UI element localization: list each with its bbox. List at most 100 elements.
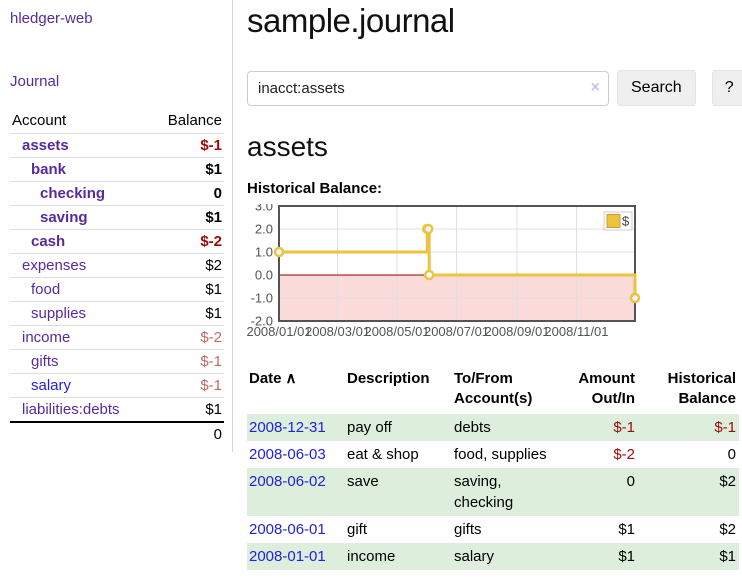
chart-canvas[interactable]: $3.0 2.0 1.0 0.0 -1.0 -2.02008/01/012008/03/0…: [247, 204, 647, 344]
account-cell: salary: [10, 373, 150, 398]
account-link[interactable]: cash: [31, 233, 66, 250]
account-balance: 0: [149, 181, 224, 206]
account-cell: supplies: [10, 301, 150, 326]
transaction-amount: $-2: [613, 445, 635, 463]
search-button[interactable]: Search: [617, 70, 696, 106]
account-balance: $-1: [149, 133, 224, 158]
chart-data-point: [273, 246, 285, 258]
transaction-date-link[interactable]: 2008-06-02: [249, 472, 326, 490]
search-input[interactable]: [247, 70, 609, 106]
sidebar: hledger-web Journal Account Balance asse…: [0, 0, 233, 452]
accounts-header-row: Account Balance: [10, 109, 224, 134]
account-row: supplies $1: [10, 301, 224, 326]
accounts-header-balance: Balance: [167, 112, 222, 129]
transaction-balance: $2: [719, 520, 736, 538]
account-row: saving $1: [10, 205, 224, 230]
account-link[interactable]: expenses: [22, 257, 87, 274]
chart-x-tick-label: 2008/01/01: [247, 324, 312, 339]
transaction-row: 2008-01-01 income salary $1 $1: [247, 542, 739, 570]
account-balance: $1: [149, 397, 224, 422]
register-table: Date ∧ Description To/From Account(s) Amo…: [247, 367, 739, 570]
transaction-amount: $1: [618, 520, 635, 538]
transaction-balance: $1: [719, 547, 736, 565]
register-header-date[interactable]: Date ∧: [249, 370, 297, 387]
transaction-amount: $-1: [613, 418, 635, 436]
register-header-row: Date ∧ Description To/From Account(s) Amo…: [247, 367, 739, 414]
transaction-accounts: food, supplies: [454, 445, 547, 463]
transaction-description: income: [347, 547, 396, 565]
register-header-accounts: To/From Account(s): [454, 370, 533, 408]
chart-y-tick-label: 2.0: [255, 222, 273, 237]
account-row: cash $-2: [10, 229, 224, 254]
account-row: income $-2: [10, 325, 224, 350]
account-cell: income: [10, 325, 150, 350]
account-balance: $-1: [149, 349, 224, 374]
chart-data-point: [422, 223, 434, 235]
account-link[interactable]: liabilities:debts: [22, 401, 120, 418]
chart-border: [278, 205, 636, 322]
transaction-amount: 0: [626, 472, 635, 490]
accounts-table: Account Balance assets $-1 bank $1 checking 0…: [10, 109, 224, 446]
account-row: food $1: [10, 277, 224, 302]
transaction-date-link[interactable]: 2008-06-03: [249, 445, 326, 463]
chart-data-point: [629, 292, 641, 304]
transaction-accounts: salary: [454, 547, 495, 565]
account-link[interactable]: income: [22, 329, 71, 346]
transaction-date-link[interactable]: 2008-06-01: [249, 520, 326, 538]
account-link[interactable]: checking: [40, 185, 106, 202]
chart-label: Historical Balance:: [247, 180, 383, 197]
account-cell: cash: [10, 229, 150, 254]
account-row: checking 0: [10, 181, 224, 206]
account-balance: $-2: [149, 325, 224, 350]
account-balance: $-1: [149, 373, 224, 398]
main-content: sample.journal × Search ? assets Histori…: [233, 0, 742, 570]
account-cell: saving: [10, 205, 150, 230]
transaction-date-link[interactable]: 2008-12-31: [249, 418, 326, 436]
account-cell: expenses: [10, 253, 150, 278]
account-cell: bank: [10, 157, 150, 182]
transaction-accounts: gifts: [454, 520, 482, 538]
brand-link[interactable]: hledger-web: [10, 10, 93, 27]
account-link[interactable]: bank: [31, 161, 67, 178]
account-link[interactable]: assets: [22, 137, 69, 154]
transaction-date-cell: 2008-01-01: [247, 543, 345, 570]
transaction-description: eat & shop: [347, 445, 419, 463]
account-cell: checking: [10, 181, 150, 206]
chart-x-tick-label: 2008/03/01: [305, 324, 370, 339]
transaction-date-cell: 2008-06-02: [247, 468, 345, 516]
account-cell: assets: [10, 133, 150, 158]
transaction-date-link[interactable]: 2008-01-01: [249, 547, 326, 565]
page: hledger-web Journal Account Balance asse…: [0, 0, 742, 570]
account-row: assets $-1: [10, 133, 224, 158]
historical-balance-chart[interactable]: $3.0 2.0 1.0 0.0 -1.0 -2.0 2008/01/01 2008/03/0…: [247, 204, 737, 344]
chart-y-tick-label: 3.0: [255, 204, 273, 214]
transaction-row: 2008-06-03 eat & shop food, supplies $-2 0: [247, 441, 739, 468]
chart-x-tick-label: 2008/07/01: [424, 324, 489, 339]
transaction-description: gift: [347, 520, 368, 538]
account-link[interactable]: gifts: [31, 353, 59, 370]
search-input-wrap: ×: [247, 70, 609, 106]
chart-legend-swatch: [606, 214, 621, 228]
accounts-total-value: 0: [149, 421, 224, 446]
register-header-amount: Amount Out/In: [578, 370, 635, 408]
transaction-date-cell: 2008-12-31: [247, 414, 345, 441]
chart-y-tick-label: 1.0: [255, 245, 273, 260]
account-row: expenses $2: [10, 253, 224, 278]
sidebar-item-journal[interactable]: Journal: [10, 73, 60, 90]
clear-search-icon[interactable]: ×: [590, 78, 600, 96]
search-form: × Search ?: [247, 70, 742, 106]
transaction-accounts: debts: [454, 418, 491, 436]
sort-ascending-icon[interactable]: ∧: [285, 370, 297, 387]
account-row: gifts $-1: [10, 349, 224, 374]
account-cell: liabilities:debts: [10, 397, 150, 422]
account-link[interactable]: supplies: [31, 305, 87, 322]
account-link[interactable]: saving: [40, 209, 88, 226]
chart-legend-label: $: [622, 214, 630, 229]
account-link[interactable]: salary: [31, 377, 72, 394]
transaction-accounts: saving, checking: [454, 472, 514, 511]
transaction-row: 2008-06-02 save saving, checking 0 $2: [247, 467, 739, 516]
help-button[interactable]: ?: [711, 70, 742, 106]
account-link[interactable]: food: [31, 281, 61, 298]
transaction-balance: $2: [719, 472, 736, 490]
transaction-description: save: [347, 472, 379, 490]
